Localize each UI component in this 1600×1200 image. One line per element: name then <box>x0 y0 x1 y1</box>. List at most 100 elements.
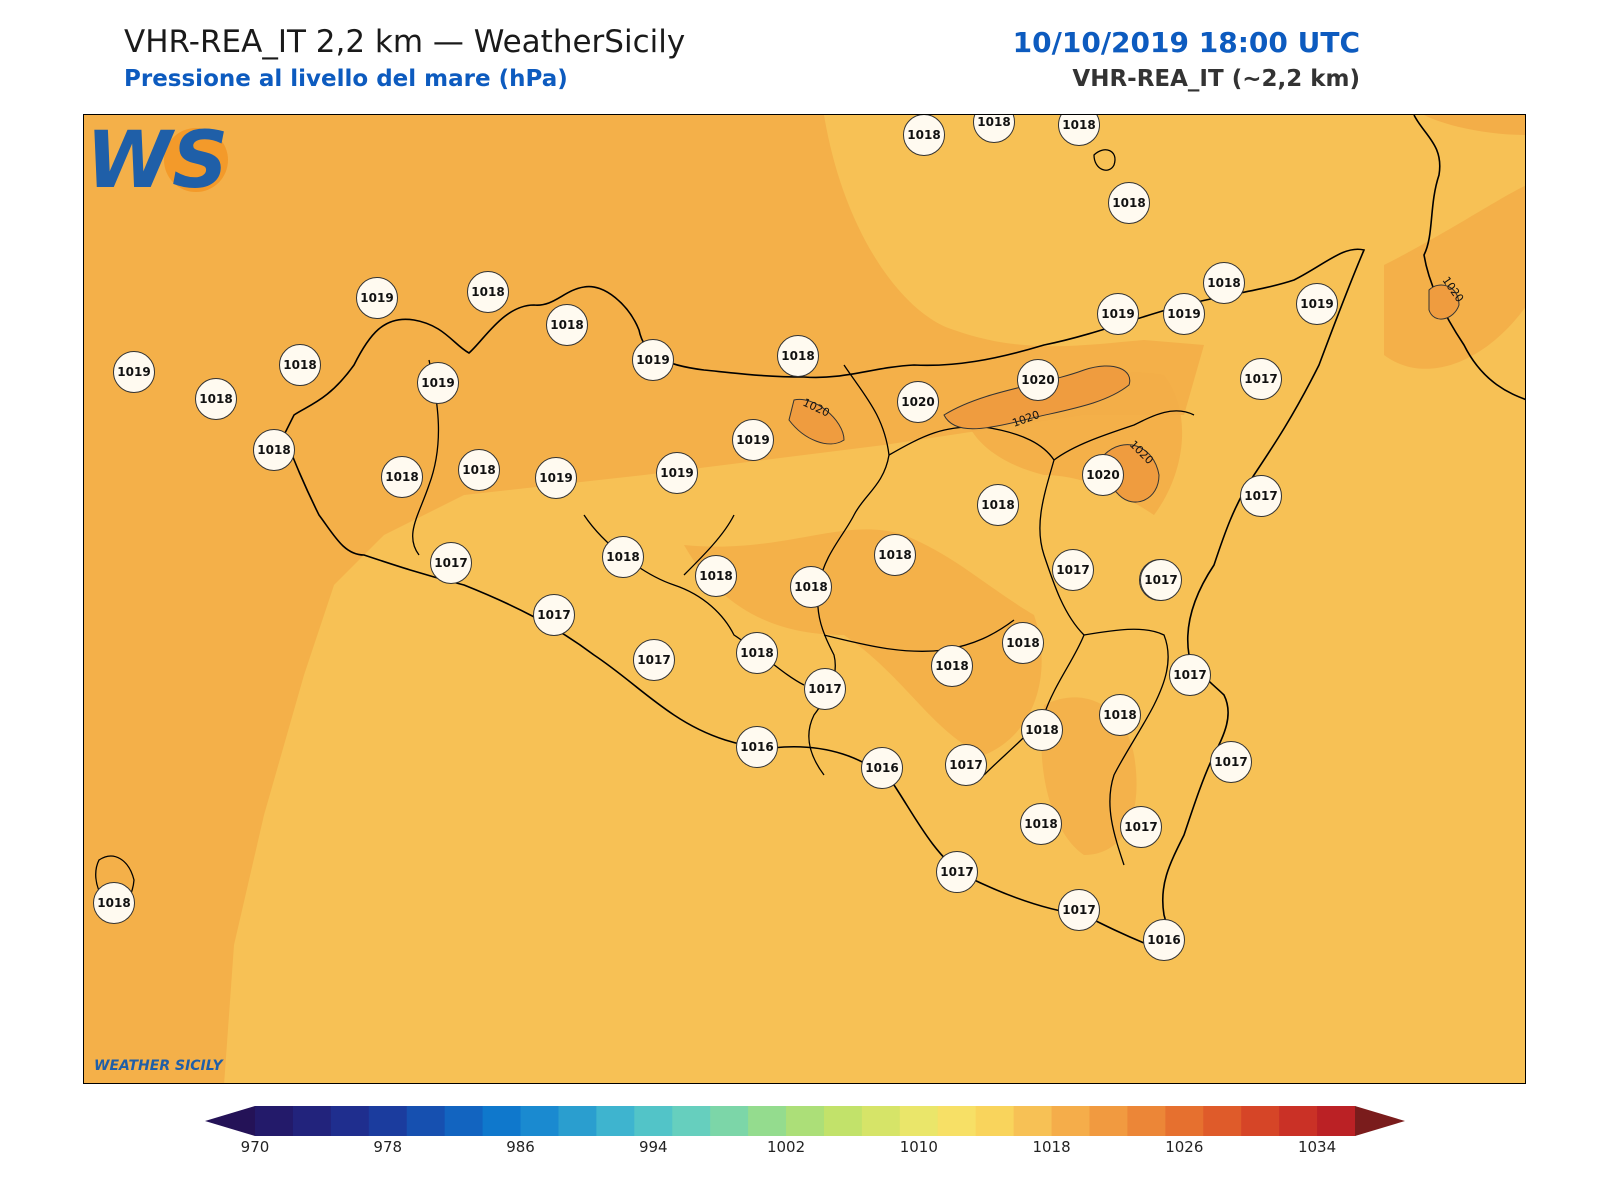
pressure-station-marker: 1018 <box>1002 622 1044 664</box>
pressure-station-marker: 1018 <box>695 555 737 597</box>
colorbar-swatch <box>1317 1106 1356 1136</box>
colorbar-swatch <box>899 1106 939 1136</box>
logo-text: WEATHER SICILY <box>94 1058 223 1074</box>
pressure-band-inland <box>684 529 1042 755</box>
isobar-1020 <box>1428 284 1460 320</box>
province-border <box>1083 628 1169 866</box>
pressure-station-marker: 1019 <box>1097 293 1139 335</box>
colorbar-swatch <box>406 1106 446 1136</box>
pressure-station-marker: 1017 <box>430 542 472 584</box>
pressure-station-marker: 1016 <box>861 747 903 789</box>
pressure-station-marker: 1019 <box>632 339 674 381</box>
forecast-datetime: 10/10/2019 18:00 UTC <box>1012 26 1360 59</box>
pressure-station-marker: 1018 <box>1203 262 1245 304</box>
colorbar-swatch <box>861 1106 901 1136</box>
pressure-station-marker: 1018 <box>931 645 973 687</box>
pressure-station-marker: 1018 <box>195 378 237 420</box>
pressure-station-marker: 1018 <box>973 115 1015 143</box>
pressure-station-marker: 1019 <box>656 452 698 494</box>
colorbar-swatch <box>482 1106 522 1136</box>
colorbar-swatch <box>786 1106 825 1136</box>
colorbar-swatch <box>596 1106 635 1136</box>
svg-text:WS: WS <box>86 116 228 206</box>
pressure-station-marker: 1018 <box>1108 182 1150 224</box>
colorbar-swatch <box>1013 1106 1053 1136</box>
map-canvas: 1020 1020 1020 1020 <box>84 115 1525 1083</box>
pressure-station-marker: 1017 <box>1210 741 1252 783</box>
colorbar-swatch <box>1089 1106 1128 1136</box>
model-name: VHR-REA_IT (~2,2 km) <box>1072 66 1360 92</box>
colorbar-tick-label: 994 <box>638 1138 668 1156</box>
pressure-station-marker: 1018 <box>381 456 423 498</box>
isobar-1020 <box>788 398 845 445</box>
pressure-station-marker: 1018 <box>736 632 778 674</box>
colorbar-tick-label: 1018 <box>1032 1138 1071 1156</box>
colorbar-swatch <box>444 1106 484 1136</box>
pressure-station-marker: 1017 <box>804 668 846 710</box>
map-title: VHR-REA_IT 2,2 km — WeatherSicily <box>124 24 686 60</box>
pressure-band-west <box>84 115 1204 1083</box>
pressure-station-marker: 1017 <box>936 851 978 893</box>
pressure-station-marker: 1020 <box>897 381 939 423</box>
colorbar-tick-label: 970 <box>240 1138 270 1156</box>
colorbar-swatch <box>1203 1106 1242 1136</box>
pressure-station-marker: 1018 <box>777 335 819 377</box>
pressure-station-marker: 1018 <box>977 484 1019 526</box>
colorbar-swatch <box>368 1106 408 1136</box>
pressure-station-marker: 1018 <box>1058 115 1100 146</box>
colorbar-swatch <box>1051 1106 1090 1136</box>
colorbar-swatch <box>1127 1106 1166 1136</box>
colorbar-swatch <box>1279 1106 1318 1136</box>
pressure-band-east <box>1384 185 1525 369</box>
map-subtitle: Pressione al livello del mare (hPa) <box>124 66 568 92</box>
sicily-coastline <box>283 248 1366 946</box>
pressure-station-marker: 1018 <box>93 882 135 924</box>
pressure-station-marker: 1018 <box>790 566 832 608</box>
colorbar-swatch <box>823 1106 863 1136</box>
pressure-station-marker: 1018 <box>874 534 916 576</box>
colorbar-swatch <box>520 1106 559 1136</box>
pressure-station-marker: 1019 <box>356 277 398 319</box>
pressure-station-marker: 1020 <box>1017 359 1059 401</box>
colorbar-tick-label: 986 <box>506 1138 535 1156</box>
pressure-station-marker: 1017 <box>633 639 675 681</box>
pressure-station-marker: 1018 <box>279 344 321 386</box>
colorbar <box>205 1106 1405 1136</box>
pressure-station-marker: 1019 <box>732 419 774 461</box>
pressure-station-marker: 1017 <box>1058 889 1100 931</box>
pressure-band-se <box>1041 697 1137 855</box>
colorbar-min-arrow <box>205 1106 255 1136</box>
pressure-station-marker: 1019 <box>535 457 577 499</box>
colorbar-swatch <box>672 1106 711 1136</box>
colorbar-swatch <box>255 1106 294 1136</box>
province-border <box>683 514 735 576</box>
pressure-station-marker: 1018 <box>546 304 588 346</box>
colorbar-swatch <box>330 1106 370 1136</box>
pressure-station-marker: 1018 <box>253 429 295 471</box>
colorbar-tick-label: 1010 <box>899 1138 938 1156</box>
pressure-station-marker: 1016 <box>736 726 778 768</box>
colorbar-tick-label: 1026 <box>1165 1138 1204 1156</box>
pressure-station-marker: 1018 <box>903 115 945 156</box>
colorbar-swatch <box>292 1106 332 1136</box>
pressure-station-marker: 1018 <box>1020 803 1062 845</box>
pressure-station-marker: 1018 <box>467 271 509 313</box>
pressure-station-marker: 1017 <box>945 744 987 786</box>
pressure-station-marker: 1019 <box>113 351 155 393</box>
pressure-station-marker: 1018 <box>602 536 644 578</box>
pressure-station-marker: 1017 <box>1240 475 1282 517</box>
pressure-station-marker: 1017 <box>1052 549 1094 591</box>
pressure-station-marker: 1016 <box>1143 919 1185 961</box>
colorbar-swatch <box>710 1106 749 1136</box>
colorbar-swatch <box>748 1106 787 1136</box>
colorbar-swatch <box>975 1106 1015 1136</box>
pressure-station-marker: 1019 <box>417 362 459 404</box>
colorbar-swatch <box>558 1106 597 1136</box>
pressure-station-marker: 1017 <box>533 594 575 636</box>
weathersicily-logo: WS <box>86 116 228 206</box>
pressure-band-ne <box>1424 115 1525 135</box>
pressure-map: 1020 1020 1020 1020 1018 1018 1018 1018 1019… <box>83 114 1526 1084</box>
colorbar-swatch <box>937 1106 977 1136</box>
colorbar-swatch <box>1241 1106 1280 1136</box>
pressure-station-marker: 1018 <box>1021 709 1063 751</box>
